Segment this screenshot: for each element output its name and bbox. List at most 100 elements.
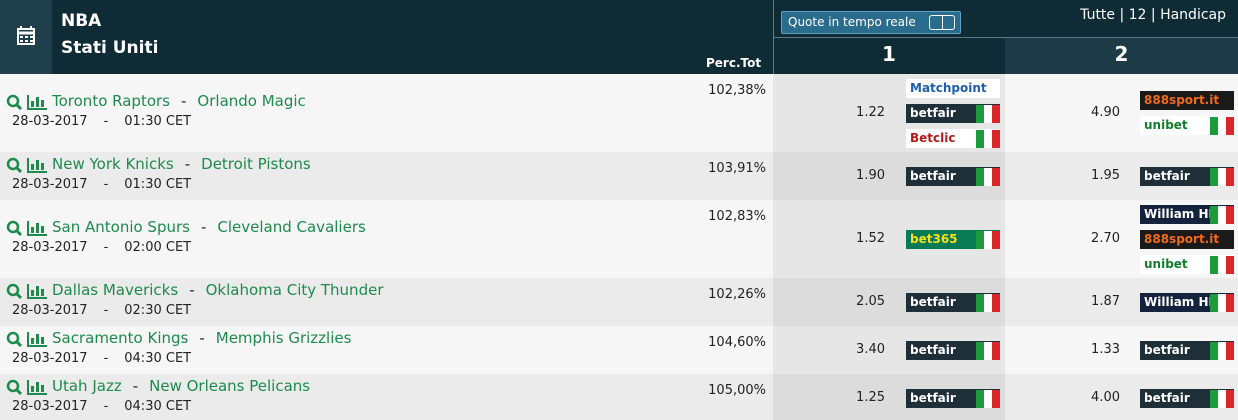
italy-flag [976, 167, 1000, 186]
odds-value[interactable]: 1.95 [1091, 168, 1120, 183]
teams[interactable]: Dallas Mavericks - Oklahoma City Thunder [52, 281, 384, 299]
bookmaker-logo[interactable]: 888sport.it [1140, 91, 1234, 110]
away-team[interactable]: Orlando Magic [197, 92, 306, 110]
match-row: Sacramento Kings - Memphis Grizzlies 28-03-… [0, 326, 1238, 374]
bookmaker-logo[interactable]: unibet [1140, 116, 1234, 135]
filters[interactable]: Tutte | 12 | Handicap [1080, 7, 1226, 23]
italy-flag [976, 341, 1000, 360]
league-country: Stati Uniti [61, 38, 159, 58]
teams[interactable]: Toronto Raptors - Orlando Magic [52, 92, 306, 110]
odds-value[interactable]: 4.00 [1091, 390, 1120, 405]
italy-flag [1210, 205, 1234, 224]
match-row: Toronto Raptors - Orlando Magic 28-03-2017-… [0, 74, 1238, 152]
italy-flag [976, 230, 1000, 249]
away-team[interactable]: Detroit Pistons [201, 155, 311, 173]
bookmaker-name: William HILL [1144, 206, 1229, 221]
odds-value[interactable]: 1.25 [856, 390, 885, 405]
time: 04:30 CET [124, 351, 192, 366]
match-icons[interactable] [5, 93, 49, 113]
match-row: Dallas Mavericks - Oklahoma City Thunder 28… [0, 278, 1238, 326]
date: 28-03-2017 [12, 177, 88, 192]
date-separator: - [103, 351, 109, 366]
bookmaker-logo[interactable]: betfair [906, 166, 1000, 186]
match-icons[interactable] [5, 282, 49, 302]
datetime: 28-03-2017-04:30 CET [12, 351, 191, 366]
live-toggle[interactable]: Quote in tempo reale [781, 11, 961, 34]
bookmaker-logo[interactable]: betfair [906, 388, 1000, 408]
time: 01:30 CET [124, 177, 192, 192]
match-row: San Antonio Spurs - Cleveland Cavaliers 28-… [0, 200, 1238, 278]
col1-header: 1 [882, 42, 896, 66]
teams[interactable]: New York Knicks - Detroit Pistons [52, 155, 311, 173]
odds-value[interactable]: 3.40 [856, 342, 885, 357]
date: 28-03-2017 [12, 351, 88, 366]
calendar-cell[interactable] [0, 0, 52, 74]
teams[interactable]: Sacramento Kings - Memphis Grizzlies [52, 329, 351, 347]
odds-value[interactable]: 1.90 [856, 168, 885, 183]
home-team[interactable]: Toronto Raptors [52, 92, 170, 110]
home-team[interactable]: Sacramento Kings [52, 329, 189, 347]
calendar-icon [17, 26, 35, 45]
bookmaker-logo[interactable]: bet365 [906, 229, 1000, 249]
team-separator: - [199, 329, 205, 347]
home-team[interactable]: San Antonio Spurs [52, 218, 190, 236]
match-icons[interactable] [5, 156, 49, 176]
match-icons[interactable] [5, 219, 49, 239]
italy-flag [1210, 255, 1234, 274]
away-team[interactable]: Cleveland Cavaliers [217, 218, 366, 236]
odds-value[interactable]: 1.33 [1091, 342, 1120, 357]
odds-value[interactable]: 1.52 [856, 231, 885, 246]
bookmaker-logo[interactable]: betfair [906, 292, 1000, 312]
bookmaker-logo[interactable]: betfair [906, 103, 1000, 123]
odds-value[interactable]: 1.87 [1091, 294, 1120, 309]
home-team[interactable]: New York Knicks [52, 155, 174, 173]
match-icons[interactable] [5, 330, 49, 350]
col2-header: 2 [1114, 42, 1129, 66]
italy-flag [976, 389, 1000, 408]
odds-value[interactable]: 2.05 [856, 294, 885, 309]
teams[interactable]: Utah Jazz - New Orleans Pelicans [52, 377, 310, 395]
datetime: 28-03-2017-02:00 CET [12, 240, 191, 255]
odds-value[interactable]: 2.70 [1091, 231, 1120, 246]
bookmaker-name: betfair [1144, 390, 1190, 405]
bookmaker-logo[interactable]: unibet [1140, 254, 1234, 274]
perc: 104,60% [708, 335, 766, 350]
italy-flag [1210, 389, 1234, 408]
league-title: NBA [61, 11, 102, 31]
italy-flag [976, 129, 1000, 148]
match-row: New York Knicks - Detroit Pistons 28-03-201… [0, 152, 1238, 200]
teams[interactable]: San Antonio Spurs - Cleveland Cavaliers [52, 218, 366, 236]
toggle-label: Quote in tempo reale [788, 15, 916, 29]
away-team[interactable]: Memphis Grizzlies [215, 329, 352, 347]
toggle-switch [929, 15, 955, 30]
date: 28-03-2017 [12, 303, 88, 318]
bookmaker-logo[interactable]: betfair [1140, 166, 1234, 186]
date: 28-03-2017 [12, 114, 88, 129]
bookmaker-name: betfair [1144, 342, 1190, 357]
datetime: 28-03-2017-04:30 CET [12, 399, 191, 414]
away-team[interactable]: Oklahoma City Thunder [205, 281, 384, 299]
team-separator: - [189, 281, 195, 299]
bookmaker-name: Matchpoint [910, 80, 987, 95]
date-separator: - [103, 399, 109, 414]
away-team[interactable]: New Orleans Pelicans [149, 377, 311, 395]
home-team[interactable]: Utah Jazz [52, 377, 122, 395]
italy-flag [1210, 293, 1234, 312]
bookmaker-logo[interactable]: betfair [1140, 388, 1234, 408]
bookmaker-logo[interactable]: Matchpoint [906, 78, 1000, 98]
col2-header-bg [1005, 37, 1238, 74]
perc: 102,26% [708, 287, 766, 302]
bookmaker-logo[interactable]: William HILL [1140, 292, 1234, 312]
bookmaker-logo[interactable]: Betclic [906, 128, 1000, 148]
perc-header: Perc.Tot [706, 56, 762, 70]
match-icons[interactable] [5, 378, 49, 398]
bookmaker-logo[interactable]: betfair [1140, 340, 1234, 360]
bookmaker-logo[interactable]: betfair [906, 340, 1000, 360]
bookmaker-logo[interactable]: 888sport.it [1140, 229, 1234, 249]
odds-value[interactable]: 1.22 [856, 105, 885, 120]
home-team[interactable]: Dallas Mavericks [52, 281, 179, 299]
perc: 105,00% [708, 383, 766, 398]
bookmaker-logo[interactable]: William HILL [1140, 204, 1234, 224]
odds-value[interactable]: 4.90 [1091, 105, 1120, 120]
